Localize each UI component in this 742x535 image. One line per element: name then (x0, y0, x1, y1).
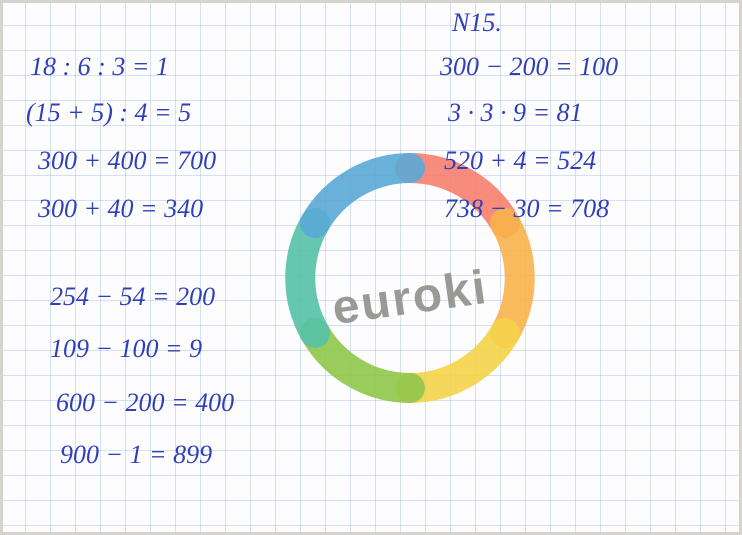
equation: 600 − 200 = 400 (56, 388, 234, 418)
equation: 109 − 100 = 9 (50, 334, 202, 364)
equation: 18 : 6 : 3 = 1 (30, 52, 169, 82)
equation: 300 − 200 = 100 (440, 52, 618, 82)
equation: 3 · 3 · 9 = 81 (448, 98, 583, 128)
equation: 738 − 30 = 708 (444, 194, 609, 224)
exercise-number: N15. (452, 8, 502, 38)
equation: (15 + 5) : 4 = 5 (26, 98, 191, 128)
equation: 900 − 1 = 899 (60, 440, 212, 470)
equation: 520 + 4 = 524 (444, 146, 596, 176)
equation: 300 + 400 = 700 (38, 146, 216, 176)
page: euroki N15. 18 : 6 : 3 = 1 (15 + 5) : 4 … (0, 0, 742, 535)
equation: 300 + 40 = 340 (38, 194, 203, 224)
equation: 254 − 54 = 200 (50, 282, 215, 312)
